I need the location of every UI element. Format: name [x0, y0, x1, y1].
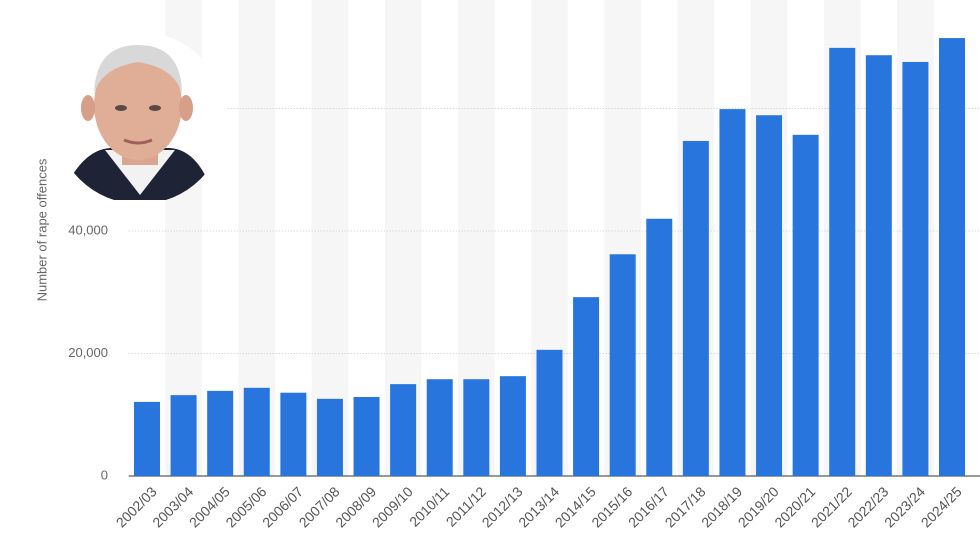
bar — [170, 395, 197, 476]
portrait — [54, 32, 226, 204]
bar — [243, 387, 270, 476]
bar — [133, 401, 160, 476]
bar — [756, 115, 783, 477]
bar — [426, 379, 453, 476]
x-tick-label: 2024/25 — [918, 483, 965, 530]
bar — [719, 109, 746, 477]
bar — [939, 38, 966, 476]
bar — [280, 392, 307, 476]
bar — [536, 349, 563, 476]
bar — [865, 55, 892, 477]
bar — [792, 134, 819, 476]
bar — [573, 297, 600, 476]
bar — [499, 376, 526, 476]
x-tick-label: 2009/10 — [369, 483, 416, 530]
bar — [646, 218, 673, 476]
bar — [390, 384, 417, 476]
bar — [316, 398, 343, 476]
bar — [207, 390, 234, 476]
bar — [902, 61, 929, 476]
bar — [609, 254, 636, 476]
y-tick-label: 40,000 — [68, 222, 108, 237]
column-band — [311, 0, 349, 476]
bar — [829, 47, 856, 477]
y-tick-label: 20,000 — [68, 345, 108, 360]
y-axis-label: Number of rape offences — [34, 158, 49, 301]
bar — [463, 379, 490, 476]
bar — [353, 396, 380, 476]
y-tick-label: 0 — [101, 467, 108, 482]
bar — [682, 140, 709, 476]
bar-layer — [133, 38, 966, 477]
